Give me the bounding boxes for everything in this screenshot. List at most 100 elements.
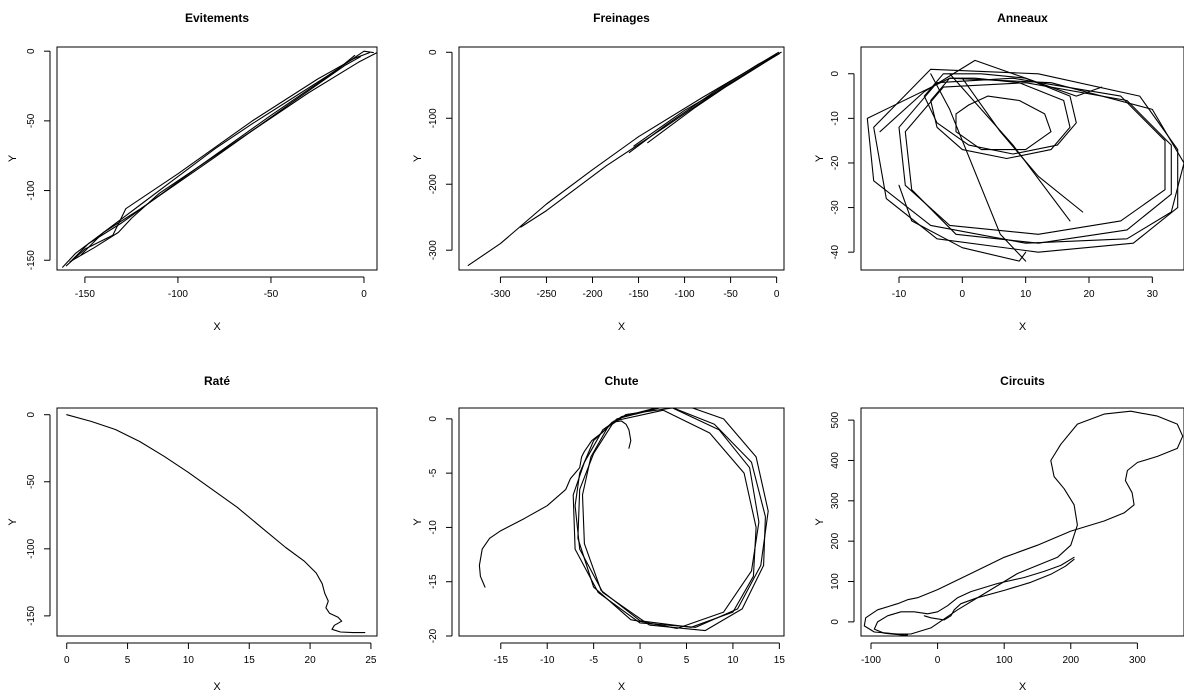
trajectory-line-11 [955, 95, 1052, 151]
x-axis-label: X [618, 681, 626, 693]
trajectory-line-4 [628, 51, 782, 154]
trajectory-line-5 [866, 77, 1184, 244]
panel-1: Freinages -300 -250 -200 -150 -100 -50 0 -300 -20… [412, 11, 785, 333]
y-tick-label: -50 [26, 113, 37, 128]
y-tick-label: 100 [830, 573, 841, 590]
x-tick-label: -100 [675, 289, 695, 300]
y-axis-label: Y [7, 518, 19, 526]
trajectory-line-3 [647, 53, 780, 144]
x-tick-label: 5 [684, 655, 690, 666]
trajectory-line-4 [71, 54, 356, 261]
x-tick-label: -100 [861, 655, 881, 666]
y-tick-label: 300 [830, 492, 841, 509]
y-tick-label: -40 [830, 244, 841, 259]
trajectory-line-2 [898, 77, 1166, 235]
x-tick-label: 5 [125, 655, 131, 666]
x-tick-label: -10 [892, 289, 907, 300]
x-tick-label: -5 [589, 655, 598, 666]
chart-title: Anneaux [997, 11, 1048, 25]
panel-5: Circuits -100 0 100 200 300 0 100 200 300 400 500 X Y [814, 374, 1184, 693]
y-tick-label: 0 [428, 49, 439, 55]
y-tick-label: -30 [830, 200, 841, 215]
y-tick-label: 0 [26, 411, 37, 417]
x-tick-label: -50 [264, 289, 279, 300]
x-tick-label: -150 [75, 289, 95, 300]
x-axis-label: X [1019, 321, 1027, 333]
trajectory-line-0 [467, 51, 780, 266]
y-tick-label: -150 [26, 605, 37, 625]
x-tick-label: 0 [64, 655, 70, 666]
x-tick-label: 0 [935, 655, 941, 666]
plot-frame [56, 46, 378, 271]
trajectory-line-1 [930, 77, 1071, 160]
x-axis-label: X [213, 681, 221, 693]
trajectory-line-6 [879, 59, 1103, 133]
x-tick-label: 10 [1020, 289, 1032, 300]
x-tick-label: 0 [637, 655, 643, 666]
y-tick-label: -300 [428, 240, 439, 260]
series-group [467, 51, 782, 266]
x-tick-label: -100 [168, 289, 188, 300]
series-group [66, 414, 366, 634]
y-tick-label: 0 [830, 71, 841, 77]
trajectory-line-4 [873, 68, 1179, 253]
plot-frame [56, 407, 378, 637]
plot-frame [458, 407, 785, 637]
chart-title: Freinages [593, 11, 650, 25]
trajectory-line-2 [69, 52, 377, 263]
x-axis-label: X [618, 321, 626, 333]
y-tick-label: -10 [428, 520, 439, 535]
chart-title: Chute [605, 374, 639, 388]
y-tick-label: -10 [830, 111, 841, 126]
x-tick-label: 0 [361, 289, 367, 300]
y-axis-label: Y [7, 154, 19, 162]
y-tick-label: -100 [428, 108, 439, 128]
x-tick-label: 15 [774, 655, 786, 666]
panel-4: Chute -15 -10 -5 0 5 10 15 -20 -15 -10 -5 0 X Y [412, 374, 785, 693]
y-tick-label: -5 [428, 468, 439, 477]
y-tick-label: 0 [830, 619, 841, 625]
x-tick-label: 300 [1129, 655, 1146, 666]
trajectory-line-3 [80, 56, 361, 256]
y-tick-label: -20 [428, 628, 439, 643]
x-tick-label: -50 [723, 289, 738, 300]
trajectory-line-0 [62, 50, 374, 268]
y-tick-label: 0 [428, 416, 439, 422]
x-tick-label: 30 [1147, 289, 1159, 300]
trajectory-line-7 [930, 73, 1027, 262]
series-group [478, 408, 769, 632]
y-axis-label: Y [412, 154, 424, 162]
trajectory-line-10 [898, 184, 1027, 262]
y-axis-label: Y [814, 154, 826, 162]
x-tick-label: -300 [490, 289, 510, 300]
trajectory-line-0 [863, 410, 1184, 635]
trajectory-line-2 [923, 558, 1075, 621]
x-axis-label: X [213, 321, 221, 333]
y-tick-label: -20 [830, 155, 841, 170]
y-tick-label: -15 [428, 574, 439, 589]
x-tick-label: -10 [540, 655, 555, 666]
y-tick-label: 500 [830, 411, 841, 428]
x-tick-label: 0 [774, 289, 780, 300]
y-tick-label: 200 [830, 532, 841, 549]
y-axis-label: Y [814, 518, 826, 526]
y-tick-label: -50 [26, 474, 37, 489]
x-tick-label: -150 [629, 289, 649, 300]
trajectory-line-0 [923, 73, 1077, 155]
panel-3: Raté 0 5 10 15 20 25 -150 -100 -50 0 X Y [7, 374, 378, 693]
trajectory-line-0 [66, 414, 366, 634]
x-tick-label: 15 [244, 655, 256, 666]
x-tick-label: 10 [727, 655, 739, 666]
x-tick-label: 25 [365, 655, 377, 666]
y-tick-label: 0 [26, 48, 37, 54]
x-tick-label: 10 [183, 655, 195, 666]
x-tick-label: -15 [494, 655, 509, 666]
plot-frame [860, 46, 1184, 271]
y-tick-label: 400 [830, 452, 841, 469]
trajectory-line-1 [65, 52, 371, 267]
plot-frame [860, 407, 1184, 637]
x-tick-label: -250 [536, 289, 556, 300]
trajectory-line-8 [949, 73, 1071, 222]
series-group [863, 410, 1184, 636]
